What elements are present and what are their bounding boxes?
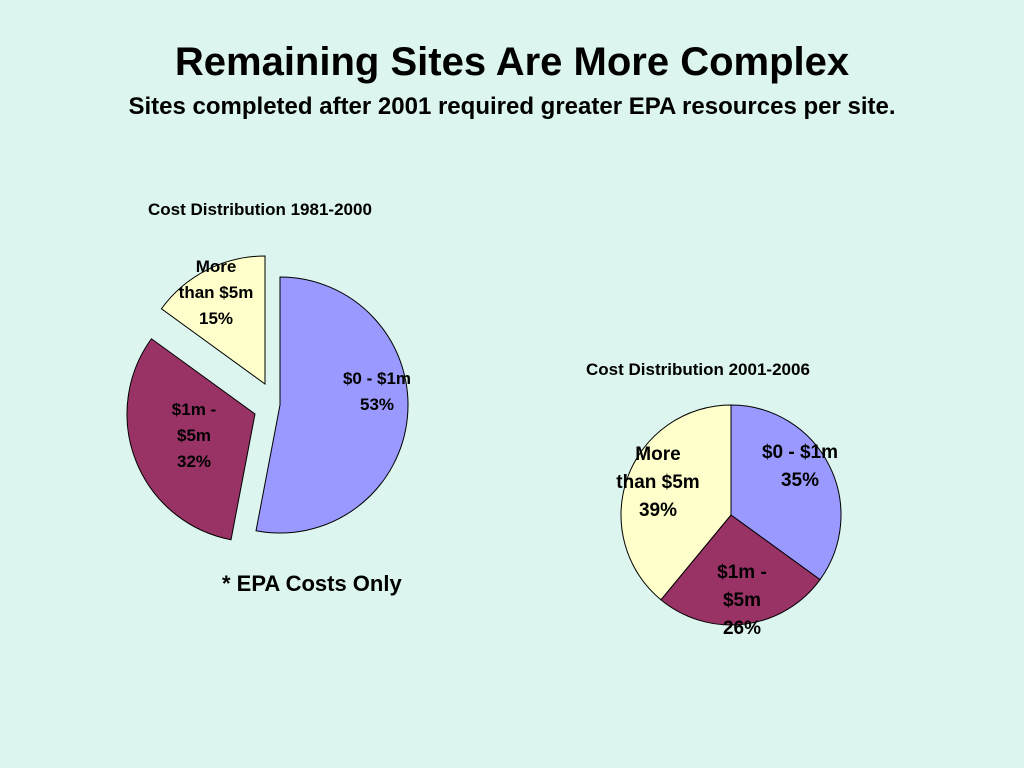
pie-chart-2001-2006: $0 - $1m 35% $1m -$5m 26% More than $5m 39%: [616, 404, 842, 639]
slice-label-more-than-5m: More than $5m 15%: [179, 257, 254, 328]
pie-slice-1m-5m: [660, 514, 821, 626]
slice-value-label: 35%: [781, 470, 819, 491]
slice-value-label: 39%: [639, 500, 677, 521]
slice-value-label: 32%: [177, 452, 211, 471]
slide-title: Remaining Sites Are More Complex: [174, 40, 850, 84]
slice-label-0-1m: $0 - $1m 35%: [762, 442, 838, 491]
slice-label-0-1m: $0 - $1m 53%: [343, 369, 411, 414]
pie-slice-more-than-5m: [160, 255, 266, 385]
chart-2001-2006-title: Cost Distribution 2001-2006: [586, 360, 810, 379]
slice-value-label: 53%: [360, 395, 394, 414]
pie-slice-1m-5m: [126, 338, 256, 541]
slice-label-more-than-5m: More than $5m 39%: [616, 444, 699, 521]
pie-slice-0-1m: [255, 276, 409, 534]
chart-1981-2000-title: Cost Distribution 1981-2000: [148, 200, 372, 219]
slice-value-label: 26%: [723, 618, 761, 639]
slide-subtitle: Sites completed after 2001 required grea…: [128, 93, 896, 120]
slice-value-label: 15%: [199, 309, 233, 328]
footnote: * EPA Costs Only: [222, 571, 402, 596]
pie-chart-1981-2000: $0 - $1m 53% $1m -$5m 32% More than $5m 15%: [126, 255, 411, 541]
slice-label-1m-5m: $1m -$5m 32%: [172, 400, 216, 471]
pie-slice-more-than-5m: [620, 404, 732, 601]
slice-label-1m-5m: $1m -$5m 26%: [717, 562, 767, 639]
pie-slice-0-1m: [730, 404, 842, 581]
